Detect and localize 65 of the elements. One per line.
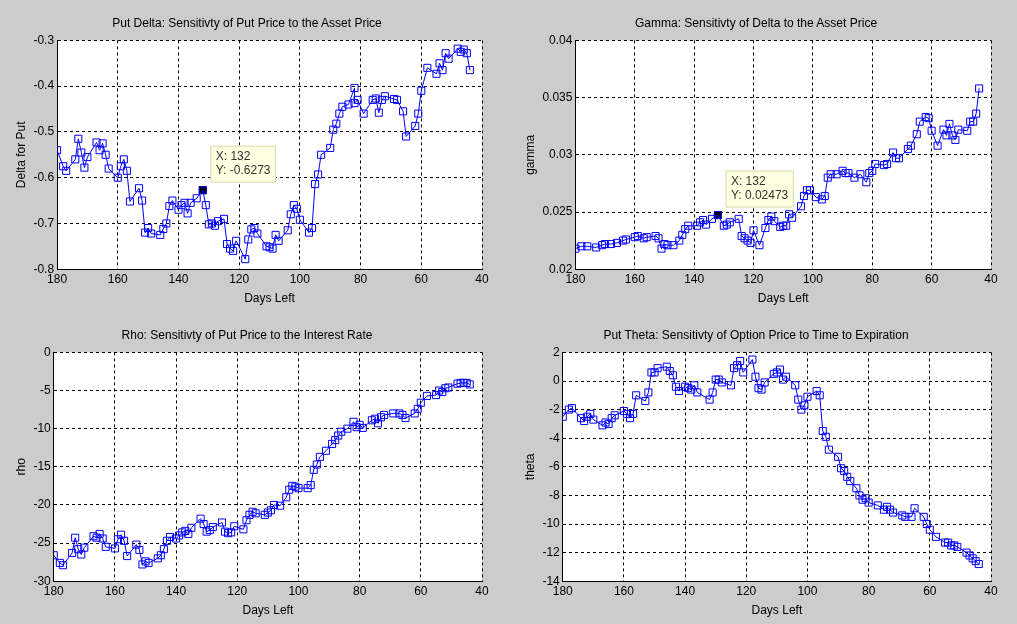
- x-tick-label: 160: [104, 583, 126, 598]
- y-tick-label: -0.6: [33, 169, 55, 184]
- y-tick-label: -5: [40, 382, 52, 397]
- y-axis-title: rho: [13, 457, 28, 476]
- x-tick-label: 140: [168, 271, 189, 286]
- y-tick-label: -15: [33, 459, 52, 474]
- y-tick-label: -8: [549, 487, 561, 502]
- y-tick-label: 0.04: [549, 32, 573, 47]
- chart-title: Put Delta: Sensitivty of Put Price to the Asset Price: [112, 15, 383, 30]
- x-tick-label: 100: [802, 271, 824, 286]
- x-tick-label: 40: [984, 583, 998, 598]
- x-tick-label: 60: [923, 583, 937, 598]
- annotation: X: 132 Y: -0.6273: [215, 149, 271, 178]
- y-tick-label: -10: [33, 420, 52, 435]
- y-tick-label: 0.035: [542, 89, 573, 104]
- x-tick-label: 100: [288, 583, 309, 598]
- chart-title: Gamma: Sensitivty of Delta to the Asset Price: [634, 15, 878, 30]
- y-tick-label: 0.025: [542, 204, 573, 219]
- x-tick-label: 60: [414, 583, 428, 598]
- x-tick-label: 80: [861, 583, 876, 598]
- x-tick-label: 40: [475, 583, 489, 598]
- y-tick-label: -6: [549, 459, 561, 474]
- x-tick-label: 60: [414, 271, 429, 286]
- x-tick-label: 80: [353, 271, 368, 286]
- y-tick-label: -0.5: [33, 124, 55, 139]
- y-tick-label: -20: [33, 497, 52, 512]
- y-axis-title: Delta for Put: [13, 120, 28, 189]
- x-tick-label: 140: [684, 271, 705, 286]
- y-tick-label: -2: [549, 401, 561, 416]
- y-tick-label: 0.03: [549, 147, 573, 162]
- y-tick-label: -12: [542, 544, 561, 559]
- x-tick-label: 120: [736, 583, 757, 598]
- y-tick-label: -4: [549, 430, 561, 445]
- x-tick-label: 120: [743, 271, 764, 286]
- y-tick-label: 0: [44, 344, 52, 359]
- x-tick-label: 100: [797, 583, 818, 598]
- x-tick-label: 60: [924, 271, 939, 286]
- x-tick-label: 40: [984, 271, 998, 286]
- x-tick-label: 100: [289, 271, 311, 286]
- x-axis-title: Days Left: [244, 291, 296, 306]
- y-axis-title: theta: [522, 453, 537, 481]
- chart-title: Put Theta: Sensitivty of Option Price to Time to Expiration: [603, 327, 909, 342]
- x-axis-title: Days Left: [242, 603, 294, 618]
- x-tick-label: 80: [352, 583, 367, 598]
- annotation: X: 132 Y: 0.02473: [730, 174, 789, 203]
- x-tick-label: 120: [229, 271, 250, 286]
- x-tick-label: 160: [613, 583, 635, 598]
- y-tick-label: 2: [553, 344, 561, 359]
- x-tick-label: 40: [475, 271, 489, 286]
- chart-title: Rho: Sensitivty of Put Price to the Interest Rate: [121, 327, 373, 342]
- x-axis-title: Days Left: [757, 291, 810, 306]
- x-tick-label: 160: [107, 271, 129, 286]
- y-tick-label: -0.3: [33, 32, 55, 47]
- x-tick-label: 140: [166, 583, 187, 598]
- x-tick-label: 140: [675, 583, 696, 598]
- x-tick-label: 80: [865, 271, 880, 286]
- y-tick-label: -10: [542, 516, 561, 531]
- x-tick-label: 160: [624, 271, 646, 286]
- y-tick-label: -0.4: [33, 78, 55, 93]
- x-tick-label: 120: [227, 583, 248, 598]
- y-axis-title: gamma: [522, 134, 537, 175]
- x-axis-title: Days Left: [751, 603, 803, 618]
- y-tick-label: -0.7: [33, 215, 55, 230]
- y-tick-label: -25: [33, 535, 52, 550]
- y-tick-label: 0: [553, 373, 561, 388]
